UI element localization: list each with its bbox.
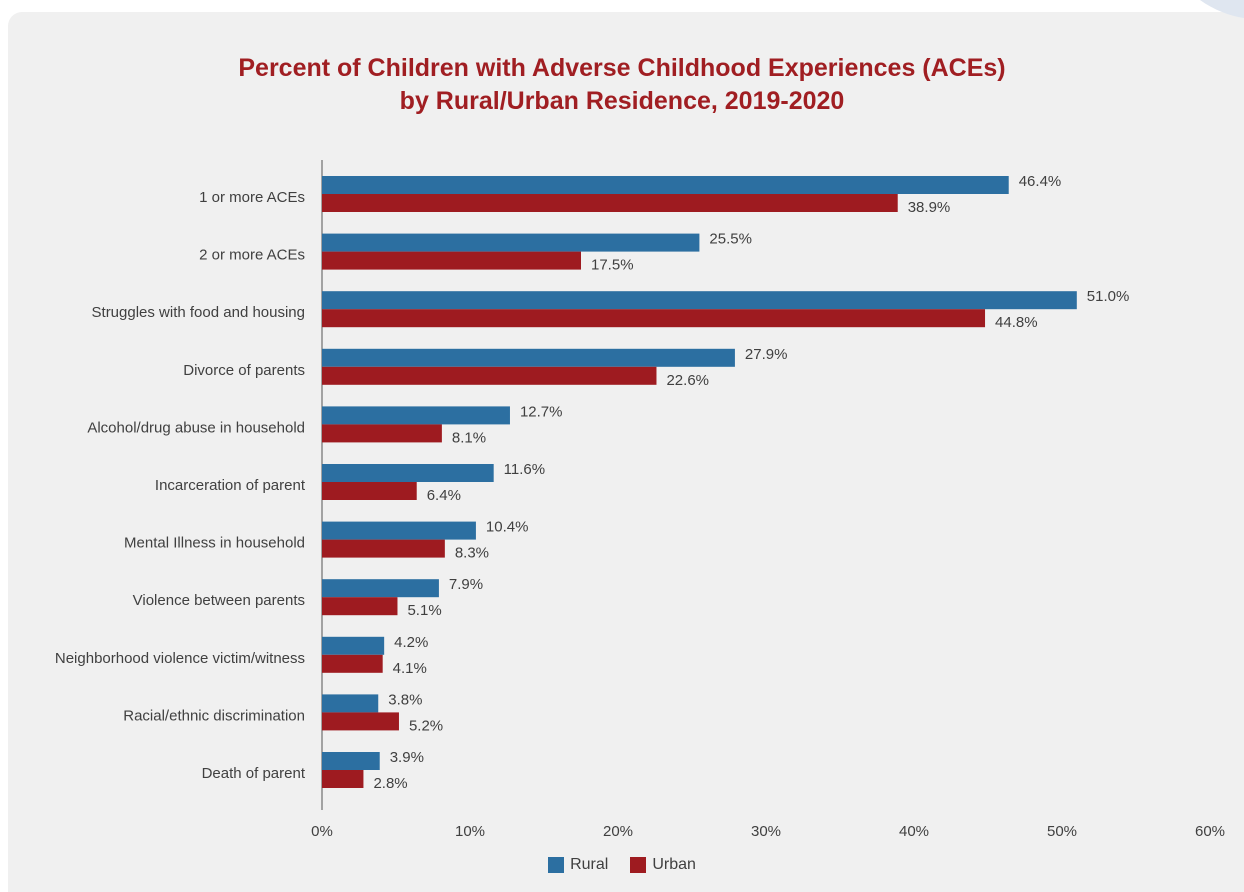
data-label-rural-death-of-parent: 3.9% <box>390 749 424 766</box>
data-label-urban-alcohol-drug-abuse-in-household: 8.1% <box>452 429 486 446</box>
bar-rural-struggles-with-food-and-housing <box>322 291 1077 310</box>
data-label-urban-divorce-of-parents: 22.6% <box>666 372 709 389</box>
category-label-incarceration-of-parent: Incarceration of parent <box>155 477 306 494</box>
category-label-death-of-parent: Death of parent <box>202 765 306 782</box>
bar-rural-incarceration-of-parent <box>322 464 494 482</box>
category-label-racial-ethnic-discrimination: Racial/ethnic discrimination <box>123 707 305 724</box>
chart-subtitle: by Rural/Urban Residence, 2019-2020 <box>399 87 845 115</box>
data-label-rural-incarceration-of-parent: 11.6% <box>504 461 545 478</box>
legend-swatch-urban <box>630 857 647 873</box>
data-label-urban-neighborhood-violence-victim-witness: 4.1% <box>393 660 427 677</box>
bar-urban-incarceration-of-parent <box>322 482 417 500</box>
x-tick-label-30: 30% <box>751 823 781 840</box>
bar-rural-violence-between-parents <box>322 579 439 598</box>
data-label-urban-incarceration-of-parent: 6.4% <box>427 487 461 504</box>
corner-decoration <box>1200 0 1244 18</box>
bar-rural-mental-illness-in-household <box>322 521 476 540</box>
data-label-urban-violence-between-parents: 5.1% <box>407 602 441 619</box>
x-tick-label-10: 10% <box>455 823 485 840</box>
category-label-violence-between-parents: Violence between parents <box>133 592 305 609</box>
bar-rural-alcohol-drug-abuse-in-household <box>322 406 510 425</box>
bar-urban-violence-between-parents <box>322 597 398 616</box>
x-tick-label-40: 40% <box>899 823 929 840</box>
legend-swatch-rural <box>548 857 565 873</box>
data-label-rural-1-or-more-aces: 46.4% <box>1019 173 1062 190</box>
data-label-rural-struggles-with-food-and-housing: 51.0% <box>1087 288 1130 305</box>
legend: Rural Urban <box>0 856 1244 874</box>
data-label-urban-racial-ethnic-discrimination: 5.2% <box>409 717 443 734</box>
data-label-urban-2-or-more-aces: 17.5% <box>591 257 634 274</box>
bar-urban-alcohol-drug-abuse-in-household <box>322 424 442 443</box>
category-label-mental-illness-in-household: Mental Illness in household <box>124 535 305 552</box>
bar-rural-2-or-more-aces <box>322 233 700 252</box>
data-label-rural-racial-ethnic-discrimination: 3.8% <box>388 691 422 708</box>
data-label-rural-mental-illness-in-household: 10.4% <box>486 519 529 536</box>
legend-item-rural: Rural <box>548 856 608 874</box>
bar-urban-divorce-of-parents <box>322 366 657 385</box>
data-label-rural-neighborhood-violence-victim-witness: 4.2% <box>394 634 428 651</box>
data-label-rural-violence-between-parents: 7.9% <box>449 576 483 593</box>
bar-rural-racial-ethnic-discrimination <box>322 694 379 713</box>
legend-label-rural: Rural <box>570 856 609 873</box>
bar-rural-1-or-more-aces <box>322 176 1009 194</box>
category-label-2-or-more-aces: 2 or more ACEs <box>199 247 305 264</box>
x-tick-label-20: 20% <box>603 823 633 840</box>
x-tick-label-0: 0% <box>311 823 333 840</box>
bar-rural-death-of-parent <box>322 752 380 770</box>
legend-item-urban: Urban <box>630 856 696 874</box>
bar-urban-neighborhood-violence-victim-witness <box>322 654 383 673</box>
bar-urban-struggles-with-food-and-housing <box>322 309 986 328</box>
bar-urban-racial-ethnic-discrimination <box>322 712 399 731</box>
bar-rural-divorce-of-parents <box>322 348 735 367</box>
chart-background <box>8 12 1244 892</box>
category-label-alcohol-drug-abuse-in-household: Alcohol/drug abuse in household <box>87 419 305 436</box>
chart-title: Percent of Children with Adverse Childho… <box>238 54 1006 82</box>
category-label-1-or-more-aces: 1 or more ACEs <box>199 189 305 206</box>
bar-rural-neighborhood-violence-victim-witness <box>322 636 385 655</box>
data-label-urban-mental-illness-in-household: 8.3% <box>455 545 489 562</box>
x-tick-label-50: 50% <box>1047 823 1077 840</box>
category-label-struggles-with-food-and-housing: Struggles with food and housing <box>92 304 305 321</box>
data-label-urban-1-or-more-aces: 38.9% <box>908 199 951 216</box>
category-label-neighborhood-violence-victim-witness: Neighborhood violence victim/witness <box>55 650 305 667</box>
bar-urban-death-of-parent <box>322 770 364 788</box>
data-label-rural-2-or-more-aces: 25.5% <box>709 231 752 248</box>
bar-urban-1-or-more-aces <box>322 194 898 212</box>
data-label-urban-struggles-with-food-and-housing: 44.8% <box>995 314 1038 331</box>
category-label-divorce-of-parents: Divorce of parents <box>183 362 305 379</box>
x-tick-label-60: 60% <box>1195 823 1225 840</box>
bar-urban-mental-illness-in-household <box>322 539 445 558</box>
data-label-rural-divorce-of-parents: 27.9% <box>745 346 788 363</box>
data-label-rural-alcohol-drug-abuse-in-household: 12.7% <box>520 403 563 420</box>
chart-title-block: Percent of Children with Adverse Childho… <box>0 52 1244 118</box>
data-label-urban-death-of-parent: 2.8% <box>373 775 407 792</box>
bar-urban-2-or-more-aces <box>322 251 581 270</box>
legend-label-urban: Urban <box>652 856 696 873</box>
